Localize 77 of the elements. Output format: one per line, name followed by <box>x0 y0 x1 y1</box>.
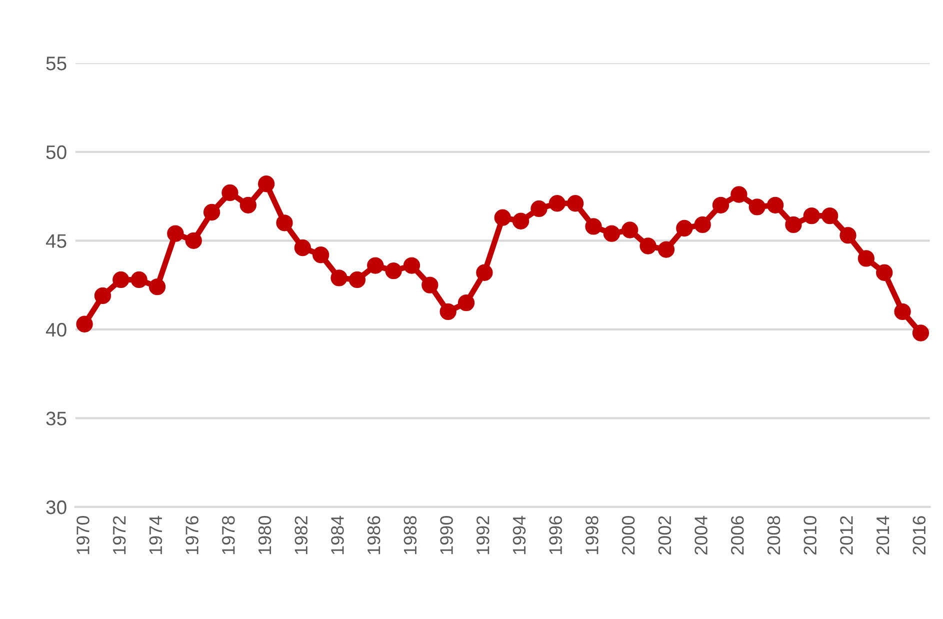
y-tick-label: 30 <box>46 500 66 514</box>
x-tick-label: 2004 <box>694 516 708 555</box>
x-tick-label: 1984 <box>331 516 344 554</box>
point <box>294 239 311 256</box>
x-tick-label: 1976 <box>186 516 198 554</box>
point <box>312 246 330 264</box>
point <box>566 195 584 212</box>
x-tick-label: 1982 <box>294 516 308 554</box>
point <box>858 250 875 267</box>
x-tick-label: 1974 <box>149 516 162 554</box>
point <box>821 207 838 224</box>
point <box>476 264 493 281</box>
x-tick-label: 2006 <box>730 516 744 555</box>
point <box>367 257 384 274</box>
point <box>403 257 420 274</box>
point <box>112 271 130 288</box>
point <box>894 303 911 320</box>
x-tick-label: 2000 <box>622 516 635 555</box>
point <box>130 271 148 288</box>
x-tick-label: 1988 <box>404 516 417 554</box>
point <box>585 218 602 235</box>
x-tick-label: 1986 <box>367 516 380 554</box>
y-tick-label: 55 <box>46 56 66 70</box>
x-tick-label: 2014 <box>876 516 890 555</box>
point <box>912 324 930 342</box>
y-tick-label: 50 <box>46 145 66 160</box>
point <box>94 287 112 304</box>
x-tick-label: 2002 <box>658 516 672 555</box>
point <box>512 212 530 230</box>
x-tick-label: 1998 <box>586 516 598 554</box>
point <box>785 216 802 234</box>
point <box>803 207 820 224</box>
point <box>385 262 402 280</box>
point <box>258 176 275 192</box>
point <box>203 204 220 221</box>
point <box>240 196 256 214</box>
point <box>694 216 711 234</box>
point <box>330 270 348 286</box>
point <box>766 196 784 214</box>
point <box>222 184 238 202</box>
point <box>530 200 548 218</box>
x-tick-label: 2008 <box>767 516 780 555</box>
point <box>748 198 766 216</box>
point <box>167 225 184 242</box>
point <box>676 220 693 237</box>
point <box>422 276 438 294</box>
point <box>640 238 656 254</box>
point <box>348 271 366 288</box>
x-tick-label: 1970 <box>76 516 90 554</box>
point <box>548 195 566 212</box>
x-tick-label: 1972 <box>112 516 126 554</box>
x-tick-label: 1978 <box>222 516 235 554</box>
x-tick-label: 2012 <box>840 516 853 555</box>
x-tick-label: 1980 <box>258 516 272 554</box>
x-tick-label: 1996 <box>549 516 562 554</box>
point <box>185 232 202 249</box>
x-tick-label: 2016 <box>912 516 926 555</box>
y-tick-label: 45 <box>46 234 66 248</box>
y-tick-label: 40 <box>46 322 66 337</box>
point <box>730 186 748 203</box>
point <box>658 241 675 258</box>
point <box>494 209 511 226</box>
x-tick-label: 1992 <box>476 516 490 554</box>
point <box>622 222 638 238</box>
y-tick-label: 35 <box>46 412 66 426</box>
x-tick-label: 2010 <box>804 516 816 555</box>
x-tick-label: 1990 <box>440 516 453 554</box>
x-tick-label: 1994 <box>512 516 526 554</box>
point <box>603 225 620 242</box>
point <box>840 227 856 244</box>
point <box>440 303 456 320</box>
point <box>458 294 475 312</box>
point <box>76 316 93 332</box>
point <box>876 264 893 281</box>
point <box>148 278 166 296</box>
point <box>276 214 293 232</box>
point <box>712 196 730 214</box>
